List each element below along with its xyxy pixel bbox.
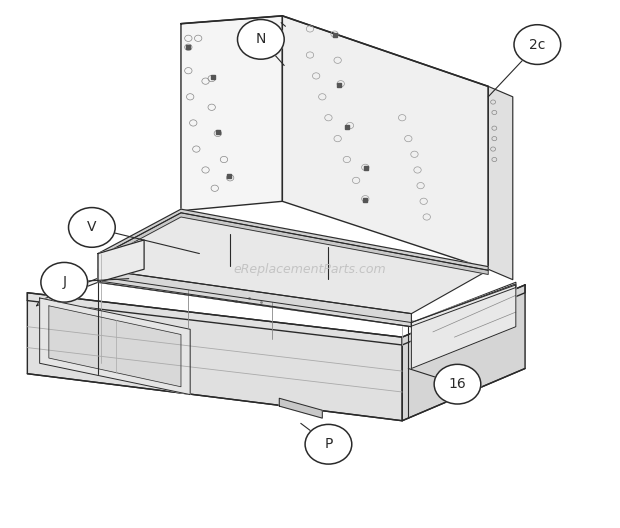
- Circle shape: [305, 425, 352, 464]
- Polygon shape: [488, 87, 513, 280]
- Text: eReplacementParts.com: eReplacementParts.com: [234, 263, 386, 276]
- Circle shape: [514, 25, 560, 64]
- Polygon shape: [27, 285, 525, 345]
- Circle shape: [434, 364, 481, 404]
- Text: N: N: [255, 32, 266, 46]
- Circle shape: [305, 425, 352, 464]
- Circle shape: [514, 25, 560, 64]
- Polygon shape: [282, 16, 488, 269]
- Polygon shape: [412, 284, 516, 326]
- Polygon shape: [98, 240, 144, 282]
- Polygon shape: [412, 285, 516, 369]
- Text: V: V: [87, 220, 97, 234]
- Polygon shape: [101, 277, 412, 327]
- Circle shape: [434, 364, 481, 404]
- Circle shape: [69, 208, 115, 247]
- Polygon shape: [98, 209, 488, 270]
- Text: P: P: [324, 437, 332, 451]
- Polygon shape: [37, 277, 516, 327]
- Circle shape: [237, 20, 284, 59]
- Text: 2c: 2c: [529, 37, 546, 52]
- Circle shape: [41, 262, 87, 302]
- Polygon shape: [98, 213, 488, 314]
- Polygon shape: [49, 306, 181, 387]
- Polygon shape: [40, 298, 190, 394]
- Polygon shape: [402, 285, 525, 421]
- Polygon shape: [181, 16, 282, 211]
- Polygon shape: [98, 269, 412, 327]
- Polygon shape: [98, 213, 488, 275]
- Text: 16: 16: [449, 377, 466, 391]
- Circle shape: [237, 20, 284, 59]
- Polygon shape: [279, 398, 322, 418]
- Circle shape: [41, 262, 87, 302]
- Text: J: J: [62, 275, 66, 289]
- Circle shape: [69, 208, 115, 247]
- Polygon shape: [27, 293, 402, 421]
